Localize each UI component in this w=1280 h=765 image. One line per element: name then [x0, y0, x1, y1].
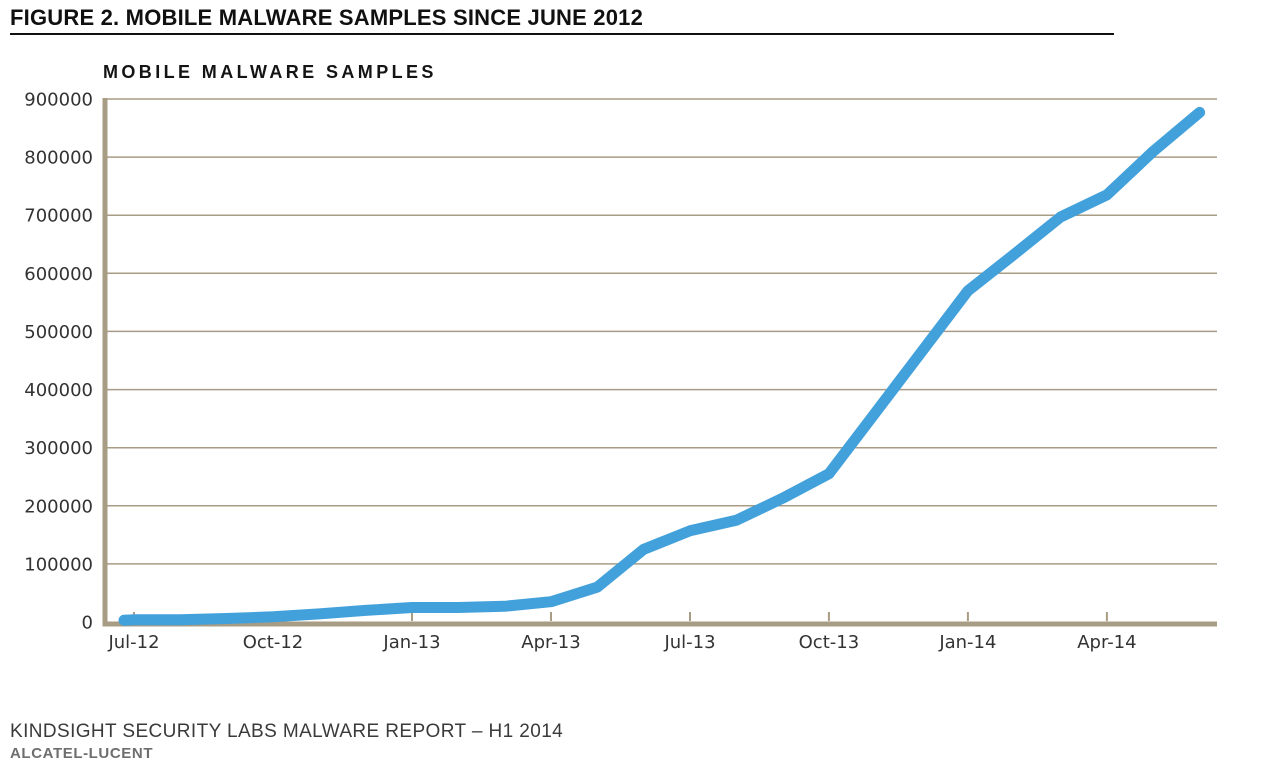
x-tick-label: Oct-12 — [243, 632, 304, 653]
figure-title: FIGURE 2. MOBILE MALWARE SAMPLES SINCE J… — [10, 5, 644, 30]
x-tick-label: Jul-12 — [107, 632, 159, 653]
x-tick-label: Jan-13 — [382, 632, 440, 653]
malware-samples-series-line — [118, 106, 1206, 626]
y-tick-label: 200000 — [24, 496, 93, 517]
chart-title: MOBILE MALWARE SAMPLES — [103, 62, 437, 82]
y-tick-label: 900000 — [24, 90, 93, 111]
y-tick-label: 700000 — [24, 206, 93, 227]
footer-brand: ALCATEL-LUCENT — [10, 745, 154, 762]
footer-report-title: KINDSIGHT SECURITY LABS MALWARE REPORT –… — [10, 721, 564, 742]
y-tick-label: 400000 — [24, 380, 93, 401]
x-tick-label: Oct-13 — [799, 632, 860, 653]
x-tick-label: Jan-14 — [938, 632, 996, 653]
x-tick-label: Jul-13 — [663, 632, 715, 653]
y-tick-label: 500000 — [24, 322, 93, 343]
y-tick-label: 300000 — [24, 438, 93, 459]
y-tick-label: 100000 — [24, 554, 93, 575]
y-tick-label: 600000 — [24, 264, 93, 285]
figure-title-rule — [10, 33, 1114, 35]
x-tick-label: Apr-13 — [521, 632, 580, 653]
y-tick-label: 800000 — [24, 148, 93, 169]
y-tick-label: 0 — [82, 613, 93, 634]
x-tick-label: Apr-14 — [1077, 632, 1136, 653]
